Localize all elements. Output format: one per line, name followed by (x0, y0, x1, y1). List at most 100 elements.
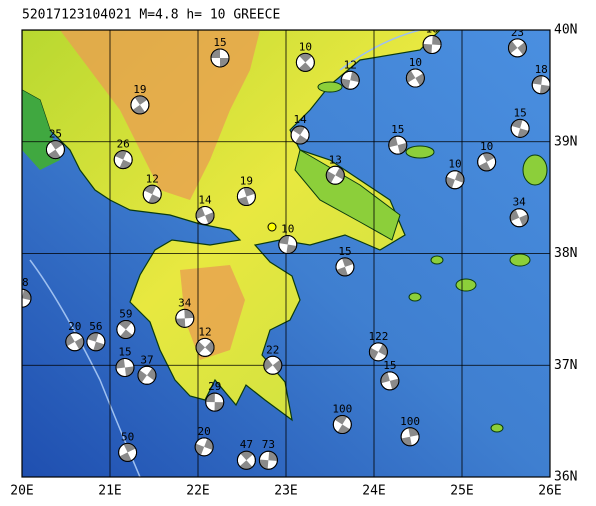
beachball-quadrant (239, 460, 253, 470)
beachball-outline (290, 125, 310, 145)
beachball-quadrant (263, 358, 273, 371)
x-tick-label: 25E (450, 484, 473, 499)
depth-label: 19 (133, 83, 146, 96)
depth-label: 73 (262, 438, 275, 451)
beachball-quadrant (350, 71, 360, 83)
beachball-quadrant (482, 152, 495, 162)
events: 15 10 10 23 18 19 12 10 15 10 10 34 26 15 122 15 100 100 3… (13, 23, 550, 470)
depth-label: 15 (213, 36, 226, 49)
beachball-quadrant (13, 296, 22, 307)
depth-label: 15 (118, 345, 131, 358)
beachball-outline (335, 257, 355, 277)
depth-label: 100 (400, 415, 420, 428)
frame (21, 29, 551, 478)
map-area: 15 10 10 23 18 19 12 10 15 10 10 34 26 15 122 15 100 100 3… (13, 23, 550, 477)
beachball-quadrant (517, 42, 527, 55)
beachball-quadrant (259, 459, 269, 470)
beachball-quadrant (137, 370, 147, 383)
beachball-quadrant (397, 142, 407, 154)
island (430, 255, 444, 265)
highland (180, 265, 245, 360)
beachball-quadrant (123, 443, 136, 453)
x-tick-label: 23E (274, 484, 297, 499)
boundary (339, 30, 421, 71)
depth-label: 10 (425, 23, 438, 36)
beachball-quadrant (144, 185, 157, 195)
beachball-outline (130, 95, 150, 115)
beachball-quadrant (335, 167, 345, 180)
depth-label: 20 (68, 320, 81, 333)
x-tick-label: 26E (538, 484, 561, 499)
beachball-quadrant (211, 48, 220, 58)
beachball-outline (236, 187, 256, 207)
beachball-outline (510, 118, 530, 138)
beachball-quadrant (115, 358, 125, 369)
beachball-quadrant (74, 337, 84, 350)
beachball-quadrant (408, 427, 419, 437)
depth-label: 10 (480, 140, 493, 153)
beachball-quadrant (240, 451, 254, 461)
beachball-quadrant (326, 170, 336, 184)
y-tick-label: 40N (554, 23, 577, 38)
depth-label: 10 (281, 223, 294, 236)
beachball-outline (295, 52, 315, 72)
depth-label: 25 (49, 128, 62, 141)
beachball-outline (45, 140, 65, 160)
island (509, 253, 531, 267)
depth-label: 20 (198, 425, 211, 438)
beachball-outline (400, 427, 420, 447)
island (317, 81, 343, 93)
depth-label: 15 (513, 106, 526, 119)
beachball-outline (118, 442, 138, 462)
beachball-outline (278, 235, 298, 255)
beachball-outline (137, 365, 157, 385)
depth-label: 15 (391, 123, 404, 136)
beachball-quadrant (132, 104, 146, 114)
beachball-quadrant (50, 140, 63, 150)
depth-label: 15 (383, 359, 396, 372)
beachball-quadrant (388, 136, 398, 148)
beachball-outline (445, 170, 465, 190)
beachball-outline (332, 414, 352, 434)
x-tick-label: 22E (186, 484, 209, 499)
beachball-quadrant (47, 149, 61, 159)
beachball-outline (113, 150, 133, 170)
beachball-outline (380, 371, 400, 391)
beachball-outline (507, 38, 527, 58)
beachball-outline (477, 152, 497, 172)
depth-label: 19 (240, 175, 253, 188)
beachball-quadrant (65, 333, 75, 347)
beachball-outline (195, 206, 215, 226)
y-tick-label: 37N (554, 358, 577, 373)
depth-label: 29 (208, 380, 221, 393)
beachball-quadrant (286, 244, 297, 254)
depth-label: 100 (332, 402, 352, 415)
beachball-quadrant (220, 57, 229, 67)
beachball-quadrant (369, 347, 379, 360)
depth-label: 50 (121, 430, 134, 443)
beachball-outline (258, 450, 278, 470)
beachball-quadrant (214, 402, 224, 412)
depth-label: 18 (535, 63, 548, 76)
x-tick-label: 20E (10, 484, 33, 499)
beachball-quadrant (124, 366, 134, 377)
beachball-quadrant (184, 309, 194, 319)
depth-label: 13 (329, 153, 342, 166)
beachball-quadrant (118, 320, 132, 330)
beachball-outline (205, 392, 225, 412)
beachball-quadrant (341, 78, 351, 90)
beachball-quadrant (119, 452, 132, 462)
beachball-quadrant (292, 126, 305, 136)
y-tick-label: 36N (554, 470, 577, 485)
beachball-quadrant (478, 161, 491, 171)
depth-label: 23 (511, 26, 524, 39)
beachball-quadrant (148, 194, 161, 204)
beachball-quadrant (205, 340, 215, 354)
depth-label: 12 (344, 58, 357, 71)
beachball-quadrant (423, 43, 433, 54)
map-title: 52017123104021 M=4.8 h= 10 GREECE (22, 8, 280, 23)
beachball-outline (175, 308, 195, 328)
beachball-outline (65, 332, 85, 352)
beachball-outline (388, 135, 408, 155)
